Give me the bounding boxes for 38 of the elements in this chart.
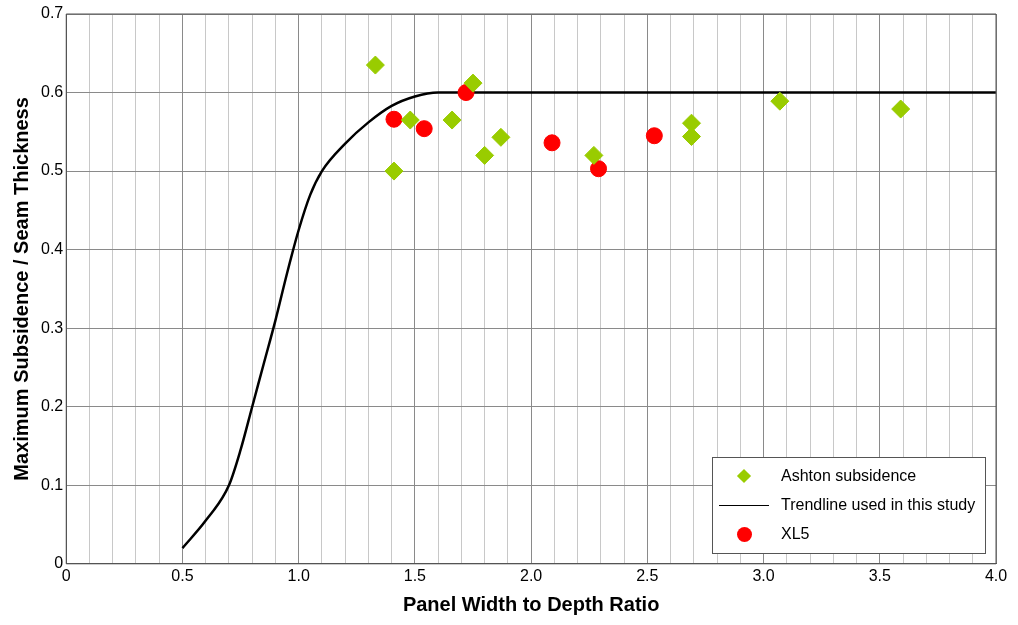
y-tick-label: 0.2 bbox=[40, 397, 64, 415]
y-tick-label: 0.3 bbox=[40, 318, 64, 336]
point bbox=[491, 127, 511, 147]
point bbox=[415, 120, 433, 138]
point bbox=[584, 145, 604, 165]
y-tick-label: 0 bbox=[54, 554, 64, 572]
x-tick-label: 1.5 bbox=[403, 566, 427, 584]
x-tick-label: 1.0 bbox=[287, 566, 310, 584]
point bbox=[770, 91, 790, 111]
x-tick-label: 4.0 bbox=[984, 566, 1008, 584]
point bbox=[385, 110, 403, 128]
x-tick-label: 2.0 bbox=[520, 566, 543, 584]
point bbox=[442, 110, 462, 130]
x-axis-title: Panel Width to Depth Ratio bbox=[402, 592, 660, 615]
point bbox=[400, 110, 420, 130]
point bbox=[590, 160, 608, 178]
point bbox=[543, 134, 561, 152]
point bbox=[365, 55, 385, 75]
point bbox=[682, 113, 701, 133]
point bbox=[463, 73, 483, 93]
legend-label: Trendline used in this study bbox=[781, 496, 976, 515]
point bbox=[891, 99, 911, 119]
y-tick-label: 0.5 bbox=[40, 161, 64, 179]
point bbox=[475, 145, 495, 165]
y-tick-label: 0.4 bbox=[40, 240, 64, 258]
y-tick-label: 0.7 bbox=[40, 4, 64, 22]
point bbox=[682, 127, 701, 147]
legend-label: Ashton subsidence bbox=[781, 467, 917, 486]
x-tick-label: 3.5 bbox=[868, 566, 891, 584]
x-tick-label: 3.0 bbox=[752, 566, 775, 584]
legend-label: XL5 bbox=[781, 525, 810, 544]
point bbox=[645, 127, 663, 145]
y-axis-title: Maximum Subsidence / Seam Thickness bbox=[9, 97, 32, 481]
y-tick-label: 0.1 bbox=[40, 475, 64, 493]
x-tick-label: 0.5 bbox=[171, 566, 194, 584]
point bbox=[384, 161, 404, 181]
x-tick-label: 2.5 bbox=[636, 566, 659, 584]
y-tick-label: 0.6 bbox=[40, 82, 64, 100]
